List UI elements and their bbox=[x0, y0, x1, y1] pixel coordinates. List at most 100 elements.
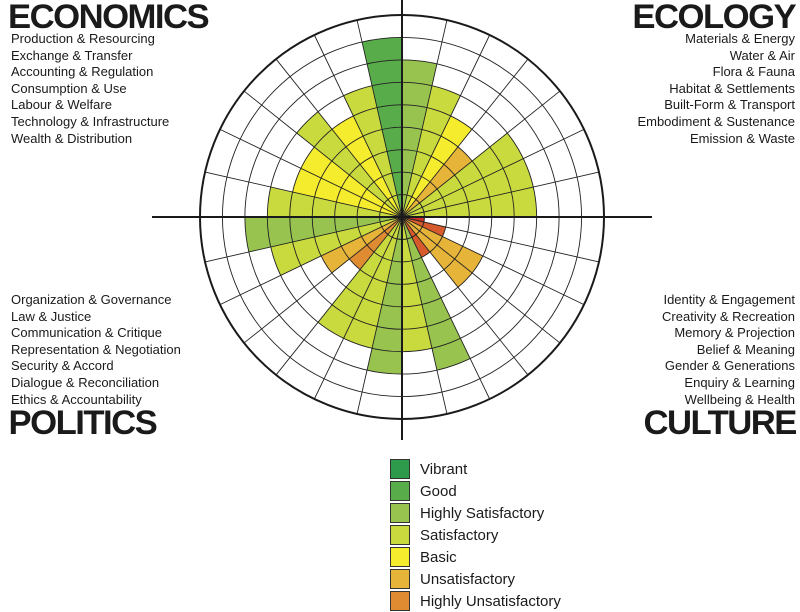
legend-swatch bbox=[390, 569, 410, 589]
spoke-16 bbox=[313, 216, 403, 400]
legend-item-unsatisfactory: Unsatisfactory bbox=[390, 568, 561, 590]
spoke-15 bbox=[356, 216, 403, 415]
domain-label: Consumption & Use bbox=[11, 80, 127, 96]
segment-representation-and-negotiation bbox=[349, 217, 402, 270]
legend-item-vibrant: Vibrant bbox=[390, 458, 561, 480]
domain-label: Accounting & Regulation bbox=[11, 64, 154, 80]
segment-built-form-and-transport bbox=[402, 133, 524, 217]
quadrant-title-economics: ECONOMICS bbox=[8, 0, 210, 36]
domain-label: Habitat & Settlements bbox=[669, 80, 795, 96]
segment-habitat-and-settlements bbox=[402, 146, 473, 217]
domain-label: Representation & Negotiation bbox=[11, 341, 181, 357]
domain-label: Memory & Projection bbox=[674, 325, 795, 341]
domain-label: Flora & Fauna bbox=[712, 64, 795, 80]
domain-label: Creativity & Recreation bbox=[662, 308, 795, 324]
quadrant-title-politics: POLITICS bbox=[8, 404, 158, 442]
legend-swatch bbox=[390, 547, 410, 567]
culture-domain-list: Identity & Engagement Creativity & Recre… bbox=[662, 292, 795, 408]
legend-item-basic: Basic bbox=[390, 546, 561, 568]
segment-group bbox=[244, 37, 537, 375]
segment-belief-and-meaning bbox=[402, 217, 473, 288]
legend-item-good: Good bbox=[390, 480, 561, 502]
spoke-18 bbox=[243, 216, 403, 344]
legend-label: Vibrant bbox=[420, 460, 468, 478]
legend-label: Unsatisfactory bbox=[420, 570, 516, 588]
spoke-23 bbox=[219, 128, 403, 218]
segment-consumption-and-use bbox=[296, 111, 402, 217]
politics-domain-list: Organization & Governance Law & Justice … bbox=[11, 292, 181, 408]
segment-memory-and-projection bbox=[402, 217, 483, 273]
spoke-22 bbox=[204, 171, 403, 218]
legend-item-satisfactory: Satisfactory bbox=[390, 524, 561, 546]
spoke-5 bbox=[401, 128, 585, 218]
segment-gender-and-generations bbox=[402, 217, 430, 258]
domain-label: Organization & Governance bbox=[11, 292, 172, 307]
domain-label: Security & Accord bbox=[11, 358, 114, 374]
legend-swatch bbox=[390, 525, 410, 545]
domain-label: Communication & Critique bbox=[11, 325, 163, 341]
domain-label: Built-Form & Transport bbox=[664, 97, 795, 113]
domain-label: Production & Resourcing bbox=[11, 31, 155, 46]
legend-item-highly-satisfactory: Highly Satisfactory bbox=[390, 502, 561, 524]
segment-technology-and-infrastructure bbox=[343, 85, 402, 218]
segment-enquiry-and-learning bbox=[402, 217, 471, 371]
domain-label: Identity & Engagement bbox=[663, 292, 795, 307]
domain-label: Wealth & Distribution bbox=[11, 130, 133, 146]
spoke-2 bbox=[401, 34, 491, 218]
spoke-26 bbox=[313, 34, 403, 218]
spoke-11 bbox=[401, 216, 529, 376]
spoke-17 bbox=[275, 216, 403, 376]
quadrant-title-ecology: ECOLOGY bbox=[632, 0, 797, 36]
spoke-1 bbox=[401, 19, 448, 218]
domain-label: Law & Justice bbox=[11, 308, 92, 324]
spoke-12 bbox=[401, 216, 491, 400]
spoke-19 bbox=[219, 216, 403, 306]
segment-dialogue-and-reconciliation bbox=[270, 217, 402, 276]
spoke-6 bbox=[401, 171, 600, 218]
domain-label: Labour & Welfare bbox=[11, 97, 112, 113]
segment-security-and-accord bbox=[321, 217, 402, 273]
legend-label: Highly Satisfactory bbox=[420, 504, 545, 522]
segment-embodiment-and-sustenance bbox=[402, 158, 534, 217]
domain-label: Ethics & Accountability bbox=[11, 391, 142, 407]
segment-flora-and-fauna bbox=[402, 115, 472, 217]
spoke-20 bbox=[204, 216, 403, 263]
segment-communication-and-critique bbox=[318, 217, 402, 339]
economics-domain-list: Production & Resourcing Exchange & Trans… bbox=[11, 31, 169, 147]
segment-water-and-air bbox=[402, 85, 461, 218]
spoke-grid bbox=[200, 15, 604, 419]
domain-label: Exchange & Transfer bbox=[11, 47, 133, 63]
legend-swatch bbox=[390, 459, 410, 479]
domain-label: Emission & Waste bbox=[690, 130, 795, 146]
segment-labour-and-welfare bbox=[332, 115, 402, 217]
domain-label: Wellbeing & Health bbox=[684, 391, 795, 407]
legend-swatch bbox=[390, 503, 410, 523]
domain-label: Technology & Infrastructure bbox=[11, 113, 170, 129]
spoke-25 bbox=[275, 58, 403, 218]
legend-item-highly-unsatisfactory: Highly Unsatisfactory bbox=[390, 590, 561, 612]
legend-label: Good bbox=[420, 482, 457, 500]
legend: Vibrant Good Highly Satisfactory Satisfa… bbox=[390, 458, 561, 612]
spoke-10 bbox=[401, 216, 561, 344]
spoke-8 bbox=[401, 216, 600, 263]
spoke-9 bbox=[401, 216, 585, 306]
legend-swatch bbox=[390, 481, 410, 501]
domain-label: Embodiment & Sustenance bbox=[637, 113, 795, 129]
domain-label: Belief & Meaning bbox=[696, 341, 795, 357]
spoke-13 bbox=[401, 216, 448, 415]
spoke-24 bbox=[243, 90, 403, 218]
domain-label: Enquiry & Learning bbox=[684, 374, 795, 390]
domain-label: Water & Air bbox=[729, 47, 795, 63]
domain-label: Dialogue & Reconciliation bbox=[11, 374, 160, 390]
legend-label: Basic bbox=[420, 548, 457, 566]
segment-law-and-justice bbox=[343, 217, 402, 349]
spoke-27 bbox=[356, 19, 403, 218]
spoke-4 bbox=[401, 90, 561, 218]
domain-label: Materials & Energy bbox=[685, 31, 795, 46]
segment-accounting-and-regulation bbox=[300, 147, 402, 217]
quadrant-title-culture: CULTURE bbox=[643, 404, 797, 442]
spoke-3 bbox=[401, 58, 529, 218]
legend-label: Highly Unsatisfactory bbox=[420, 592, 561, 610]
ecology-domain-list: Materials & Energy Water & Air Flora & F… bbox=[637, 31, 795, 147]
legend-swatch bbox=[390, 591, 410, 611]
